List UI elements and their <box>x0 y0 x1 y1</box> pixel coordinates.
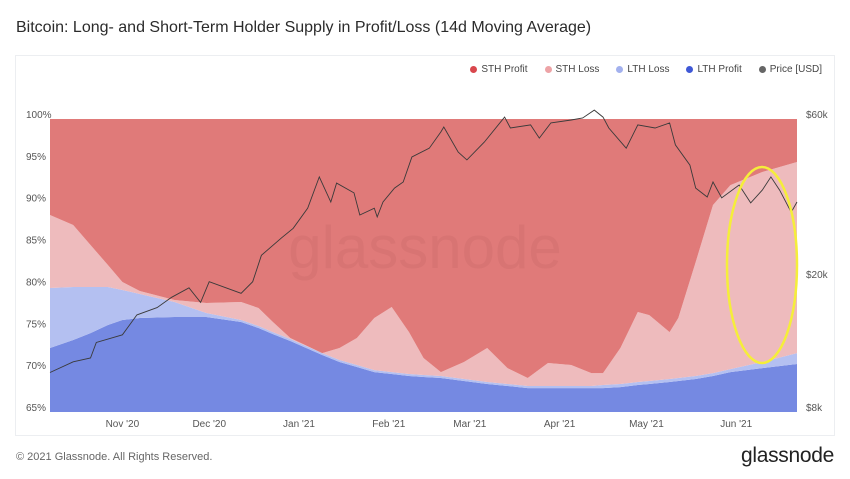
legend: STH Profit STH Loss LTH Loss LTH Profit … <box>470 64 822 75</box>
y-right-tick-label: $8k <box>806 403 823 414</box>
y-tick-label: 70% <box>26 361 46 372</box>
x-tick-label: Jun '21 <box>720 419 752 430</box>
x-tick-label: Dec '20 <box>192 419 226 430</box>
y-axis-left: 65% 70% 75% 80% 85% 90% 95% 100% <box>26 110 52 414</box>
copyright: © 2021 Glassnode. All Rights Reserved. <box>16 451 213 463</box>
legend-dot-icon <box>616 66 624 73</box>
x-tick-label: Feb '21 <box>372 419 405 430</box>
legend-item-lth-profit[interactable]: LTH Profit <box>686 64 742 75</box>
area-lth-profit <box>50 317 797 412</box>
brand-logo: glassnode <box>740 444 834 467</box>
legend-label: STH Profit <box>481 64 528 75</box>
y-tick-label: 85% <box>26 236 46 247</box>
legend-item-sth-profit[interactable]: STH Profit <box>470 64 528 75</box>
y-right-tick-label: $60k <box>806 110 829 121</box>
watermark: glassnode <box>288 214 562 281</box>
chart-title: Bitcoin: Long- and Short-Term Holder Sup… <box>16 19 592 36</box>
y-tick-label: 65% <box>26 403 46 414</box>
y-tick-label: 100% <box>26 110 52 121</box>
x-tick-label: Apr '21 <box>544 419 576 430</box>
x-axis: Nov '20 Dec '20 Jan '21 Feb '21 Mar '21 Apr '… <box>106 419 753 430</box>
y-tick-label: 75% <box>26 319 46 330</box>
stacked-areas <box>50 119 797 412</box>
legend-label: LTH Profit <box>697 64 742 75</box>
legend-item-sth-loss[interactable]: STH Loss <box>544 64 600 75</box>
area-sth-loss <box>50 162 797 386</box>
x-tick-label: Mar '21 <box>453 419 486 430</box>
highlight-ellipse <box>725 165 799 365</box>
legend-label: STH Loss <box>555 64 600 75</box>
price-line <box>49 109 798 373</box>
legend-dot-icon <box>470 66 478 73</box>
legend-dot-icon <box>758 66 766 73</box>
legend-label: Price [USD] <box>769 64 822 75</box>
x-tick-label: Jan '21 <box>283 419 315 430</box>
chart-card <box>15 55 835 436</box>
area-sth-profit <box>50 119 797 378</box>
legend-dot-icon <box>544 66 552 73</box>
x-tick-label: Nov '20 <box>106 419 140 430</box>
x-tick-label: May '21 <box>629 419 664 430</box>
legend-item-lth-loss[interactable]: LTH Loss <box>616 64 669 75</box>
y-tick-label: 90% <box>26 194 46 205</box>
legend-item-price[interactable]: Price [USD] <box>758 64 822 75</box>
y-right-tick-label: $20k <box>806 270 829 281</box>
y-tick-label: 95% <box>26 152 46 163</box>
y-axis-right: $8k $20k $60k <box>806 110 829 414</box>
area-lth-loss <box>50 287 797 389</box>
legend-label: LTH Loss <box>627 64 670 75</box>
legend-dot-icon <box>686 66 694 73</box>
y-tick-label: 80% <box>26 277 46 288</box>
